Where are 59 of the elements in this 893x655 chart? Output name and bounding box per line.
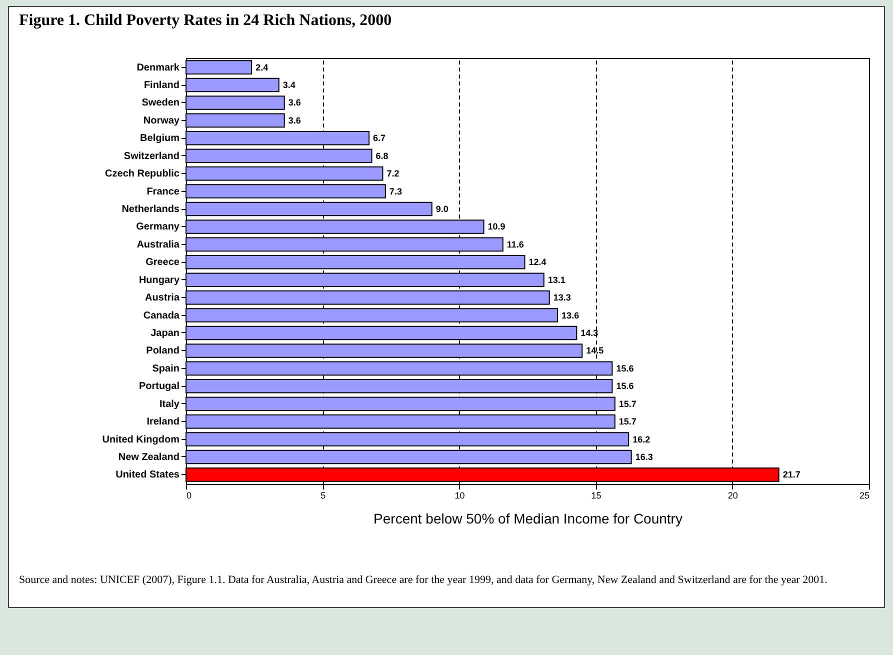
x-axis-title: Percent below 50% of Median Income for Country [374,510,682,526]
y-tick-label: Australia [136,239,180,250]
data-label: 3.6 [288,98,301,108]
y-tick-label: Italy [159,398,180,410]
y-tick-label: Belgium [140,133,180,144]
y-tick-label: Norway [143,115,180,126]
y-tick-label: United States [116,470,180,481]
y-tick-label: Austria [145,292,180,304]
y-tick-label: Japan [150,328,180,339]
data-label: 13.3 [553,292,571,303]
y-tick-label: Hungary [138,274,180,286]
chart-title: Figure 1. Child Poverty Rates in 24 Rich Nations, 2000 [19,12,392,29]
data-label: 9.0 [436,204,448,214]
y-tick-label: New Zealand [118,452,180,463]
data-label: 10.9 [488,222,506,232]
data-label: 14.5 [586,346,604,356]
x-tick-label: 10 [454,490,465,500]
y-tick-label: Greece [146,257,180,268]
y-tick-label: Netherlands [122,204,180,216]
y-tick-label: Germany [136,222,180,233]
y-tick-label: Denmark [136,62,180,74]
x-tick-label: 0 [186,490,192,500]
y-tick-label: Spain [152,363,180,374]
data-label: 15.7 [618,416,636,427]
data-label: 2.4 [256,62,268,72]
data-label: 21.7 [782,470,800,480]
data-label: 15.6 [616,363,634,374]
data-label: 12.4 [528,257,546,268]
data-label: 3.6 [288,115,301,126]
bar [186,96,285,110]
y-tick-label: Switzerland [124,150,180,162]
x-tick-label: 25 [859,490,870,500]
y-tick-label: Poland [146,346,180,357]
bar [186,113,285,128]
y-tick-label: France [146,186,180,198]
x-tick-label: 15 [591,490,602,500]
data-label: 15.6 [616,381,634,392]
data-label: 16.2 [632,434,650,444]
data-label: 6.8 [376,150,388,161]
data-label: 7.3 [389,186,402,196]
x-tick-label: 20 [728,490,738,500]
y-tick-label: Canada [143,310,180,322]
y-tick-label: United Kingdom [102,434,180,446]
data-label: 6.7 [373,133,386,144]
data-label: 13.6 [562,310,580,320]
y-tick-label: Finland [144,80,180,92]
x-tick-label: 5 [320,490,326,500]
y-tick-label: Sweden [142,98,180,109]
source-note: Source and notes: UNICEF (2007), Figure 1.1. Data for Australia, Austria and Greece are for the year 1999, and data for Germany, New Zealand and Switzerland are for the year 2001. [19,573,828,587]
data-label: 16.3 [635,452,653,462]
data-label: 7.2 [386,168,400,179]
data-label: 11.6 [506,239,524,250]
data-label: 15.7 [618,398,636,409]
bar [186,78,280,92]
y-tick-label: Portugal [138,381,180,392]
y-tick-label: Ireland [146,416,180,428]
data-label: 3.4 [282,80,296,90]
y-tick-label: Czech Republic [105,168,180,180]
data-label: 13.1 [548,274,566,285]
